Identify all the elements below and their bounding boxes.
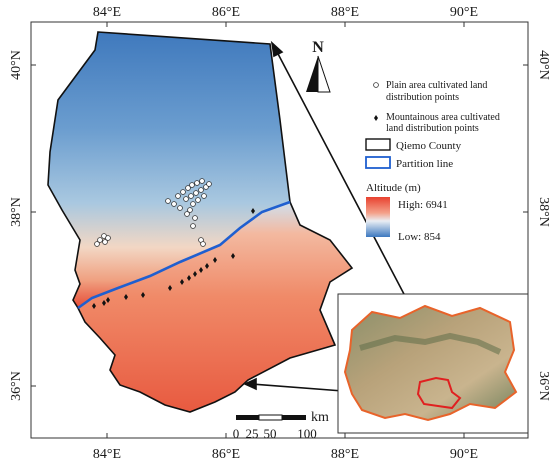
legend-county-symbol: [365, 138, 391, 151]
lat-label-right-38: 38°N: [536, 197, 550, 227]
lon-label-bottom-84: 84°E: [93, 447, 121, 462]
scale-tick-0: 0: [233, 426, 240, 441]
inset-terrain-band: [359, 332, 502, 355]
lat-label-left-36: 36°N: [9, 371, 24, 401]
lat-label-right-36: 36°N: [536, 371, 550, 401]
legend: Plain area cultivated land distribution …: [365, 80, 500, 243]
scale-tick-50: 50: [264, 426, 277, 441]
lon-label-bottom-90: 90°E: [450, 447, 478, 462]
north-arrow-icon: [306, 55, 331, 93]
legend-partition-symbol: [365, 156, 391, 169]
county-outline: [47, 31, 354, 413]
legend-mountain-label-line1: Mountainous area cultivated: [386, 112, 500, 123]
lon-label-top-90: 90°E: [450, 5, 478, 20]
lon-label-bottom-86: 86°E: [212, 447, 240, 462]
scale-tick-100: 100: [297, 426, 317, 441]
inset-region: [343, 304, 518, 422]
scale-bar: km 0 25 50 100: [233, 410, 329, 441]
legend-partition-label: Partition line: [396, 158, 453, 170]
scale-unit: km: [311, 410, 329, 425]
legend-altitude-title: Altitude (m): [366, 182, 421, 194]
plain-points: [94, 178, 212, 247]
inset-qiemo-boundary: [416, 376, 462, 410]
legend-county-label: Qiemo County: [396, 140, 462, 152]
lon-label-bottom-88: 88°E: [331, 447, 359, 462]
north-arrow-label: N: [312, 39, 324, 56]
legend-plain-label-line1: Plain area cultivated land: [386, 80, 487, 91]
lat-label-left-38: 38°N: [9, 197, 24, 227]
lon-label-top-84: 84°E: [93, 5, 121, 20]
legend-plain-symbol: [373, 82, 379, 88]
inset-map: [337, 293, 529, 434]
legend-altitude-low: Low: 854: [398, 231, 441, 243]
lon-label-top-88: 88°E: [331, 5, 359, 20]
county-mountain-area: [78, 202, 352, 412]
partition-line: [77, 200, 291, 310]
scale-tick-25: 25: [246, 426, 259, 441]
legend-mountain-symbol: [374, 115, 378, 121]
legend-plain-label-line2: distribution points: [386, 92, 459, 103]
legend-altitude-ramp: [366, 197, 390, 237]
lat-label-right-40: 40°N: [536, 50, 550, 80]
legend-altitude-high: High: 6941: [398, 199, 448, 211]
legend-mountain-label-line2: land distribution points: [386, 123, 479, 134]
lon-label-top-86: 86°E: [212, 5, 240, 20]
lat-label-left-40: 40°N: [9, 50, 24, 80]
mountain-points: [92, 208, 255, 309]
